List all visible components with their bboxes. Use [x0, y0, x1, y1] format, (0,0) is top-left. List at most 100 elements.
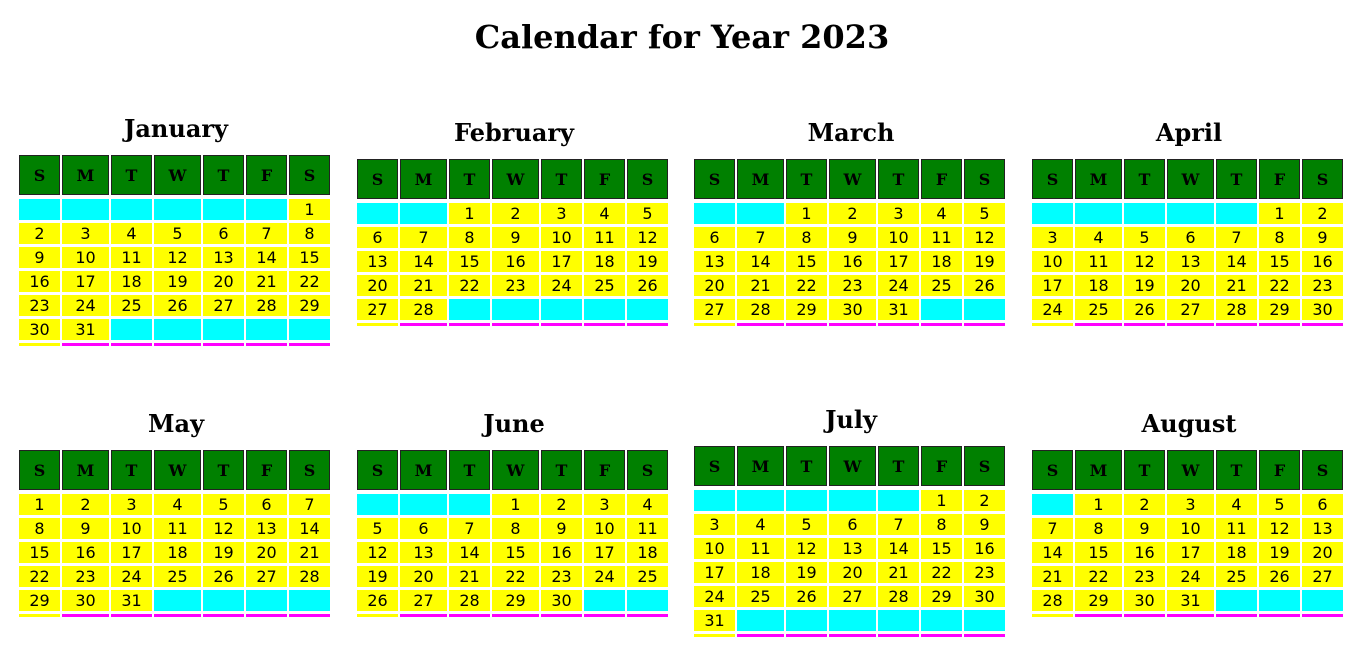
footer-line [584, 614, 625, 617]
day-cell: 23 [829, 275, 876, 296]
empty-cell [737, 610, 784, 631]
day-cell: 12 [154, 247, 201, 268]
weekday-header: M [400, 450, 447, 490]
day-cell: 28 [1032, 590, 1073, 611]
day-cell: 16 [492, 251, 539, 272]
page-title: Calendar for Year 2023 [474, 18, 890, 56]
footer-line [541, 323, 582, 326]
month-title: June [483, 409, 545, 438]
weekday-header: S [357, 159, 398, 199]
footer-line [737, 323, 784, 326]
day-cell: 2 [541, 494, 582, 515]
day-cell: 18 [1075, 275, 1122, 296]
day-cell: 18 [1216, 542, 1257, 563]
day-cell: 30 [19, 319, 60, 340]
day-cell: 1 [289, 199, 330, 220]
day-cell: 5 [1259, 494, 1300, 515]
day-cell: 26 [1124, 299, 1165, 320]
day-cell: 16 [541, 542, 582, 563]
footer-line [289, 343, 330, 346]
day-cell: 18 [111, 271, 152, 292]
weekday-header: W [1167, 450, 1214, 490]
month-april: April S M T W T F S 1 2 3 4 5 6 7 8 9 10 11 12 13 14 15 16 17 18 1… [1032, 118, 1346, 326]
day-cell: 30 [62, 590, 109, 611]
day-cell: 21 [289, 542, 330, 563]
day-cell: 4 [737, 514, 784, 535]
day-cell: 9 [19, 247, 60, 268]
day-cell: 12 [627, 227, 668, 248]
month-february: February S M T W T F S 1 2 3 4 5 6 7 8 9 10 11 12 13 14 15 16 17… [357, 118, 671, 326]
footer-line [1167, 323, 1214, 326]
day-cell: 3 [694, 514, 735, 535]
weekday-header: T [786, 159, 827, 199]
day-cell: 7 [1216, 227, 1257, 248]
day-cell: 4 [627, 494, 668, 515]
empty-cell [154, 590, 201, 611]
day-cell: 30 [829, 299, 876, 320]
weekday-header: S [19, 155, 60, 195]
weekday-header: M [737, 446, 784, 486]
day-cell: 23 [1124, 566, 1165, 587]
day-cell: 10 [1167, 518, 1214, 539]
month-title: August [1141, 409, 1237, 438]
day-cell: 14 [289, 518, 330, 539]
day-cell: 2 [1124, 494, 1165, 515]
footer-line [111, 343, 152, 346]
weekday-header: S [289, 450, 330, 490]
day-cell: 11 [111, 247, 152, 268]
day-cell: 13 [400, 542, 447, 563]
footer-line [786, 634, 827, 637]
day-cell: 14 [1216, 251, 1257, 272]
weekday-header: T [203, 155, 244, 195]
day-cell: 24 [1032, 299, 1073, 320]
empty-cell [1032, 494, 1073, 515]
day-cell: 11 [584, 227, 625, 248]
day-cell: 5 [786, 514, 827, 535]
day-cell: 13 [829, 538, 876, 559]
day-cell: 13 [1302, 518, 1343, 539]
empty-cell [111, 199, 152, 220]
empty-cell [1124, 203, 1165, 224]
day-cell: 14 [1032, 542, 1073, 563]
day-cell: 13 [246, 518, 287, 539]
day-cell: 8 [492, 518, 539, 539]
day-cell: 16 [964, 538, 1005, 559]
day-cell: 21 [1216, 275, 1257, 296]
empty-cell [878, 610, 919, 631]
weekday-header: F [246, 450, 287, 490]
empty-cell [541, 299, 582, 320]
day-cell: 24 [878, 275, 919, 296]
day-cell: 18 [627, 542, 668, 563]
empty-cell [203, 199, 244, 220]
day-cell: 21 [878, 562, 919, 583]
weekday-header: T [541, 450, 582, 490]
day-cell: 1 [1075, 494, 1122, 515]
day-cell: 14 [449, 542, 490, 563]
empty-cell [964, 299, 1005, 320]
footer-line [584, 323, 625, 326]
day-cell: 19 [1124, 275, 1165, 296]
day-cell: 26 [1259, 566, 1300, 587]
weekday-header: W [154, 155, 201, 195]
day-cell: 2 [62, 494, 109, 515]
month-march: March S M T W T F S 1 2 3 4 5 6 7 8 9 10 11 12 13 14 15 16 17 18 1… [694, 118, 1008, 326]
empty-cell [1075, 203, 1122, 224]
day-cell: 2 [492, 203, 539, 224]
day-cell: 21 [400, 275, 447, 296]
day-cell: 22 [921, 562, 962, 583]
day-cell: 19 [786, 562, 827, 583]
day-cell: 1 [1259, 203, 1300, 224]
day-cell: 24 [541, 275, 582, 296]
month-grid: S M T W T F S 1 2 3 4 5 6 7 8 9 10 11 12 13 14 15 16 17 18 19 20 21… [694, 446, 1008, 637]
empty-cell [1167, 203, 1214, 224]
weekday-header: S [1032, 450, 1073, 490]
empty-cell [400, 203, 447, 224]
day-cell: 7 [449, 518, 490, 539]
footer-line [627, 323, 668, 326]
day-cell: 9 [62, 518, 109, 539]
empty-cell [203, 319, 244, 340]
day-cell: 29 [289, 295, 330, 316]
weekday-header: W [1167, 159, 1214, 199]
empty-cell [878, 490, 919, 511]
day-cell: 6 [246, 494, 287, 515]
